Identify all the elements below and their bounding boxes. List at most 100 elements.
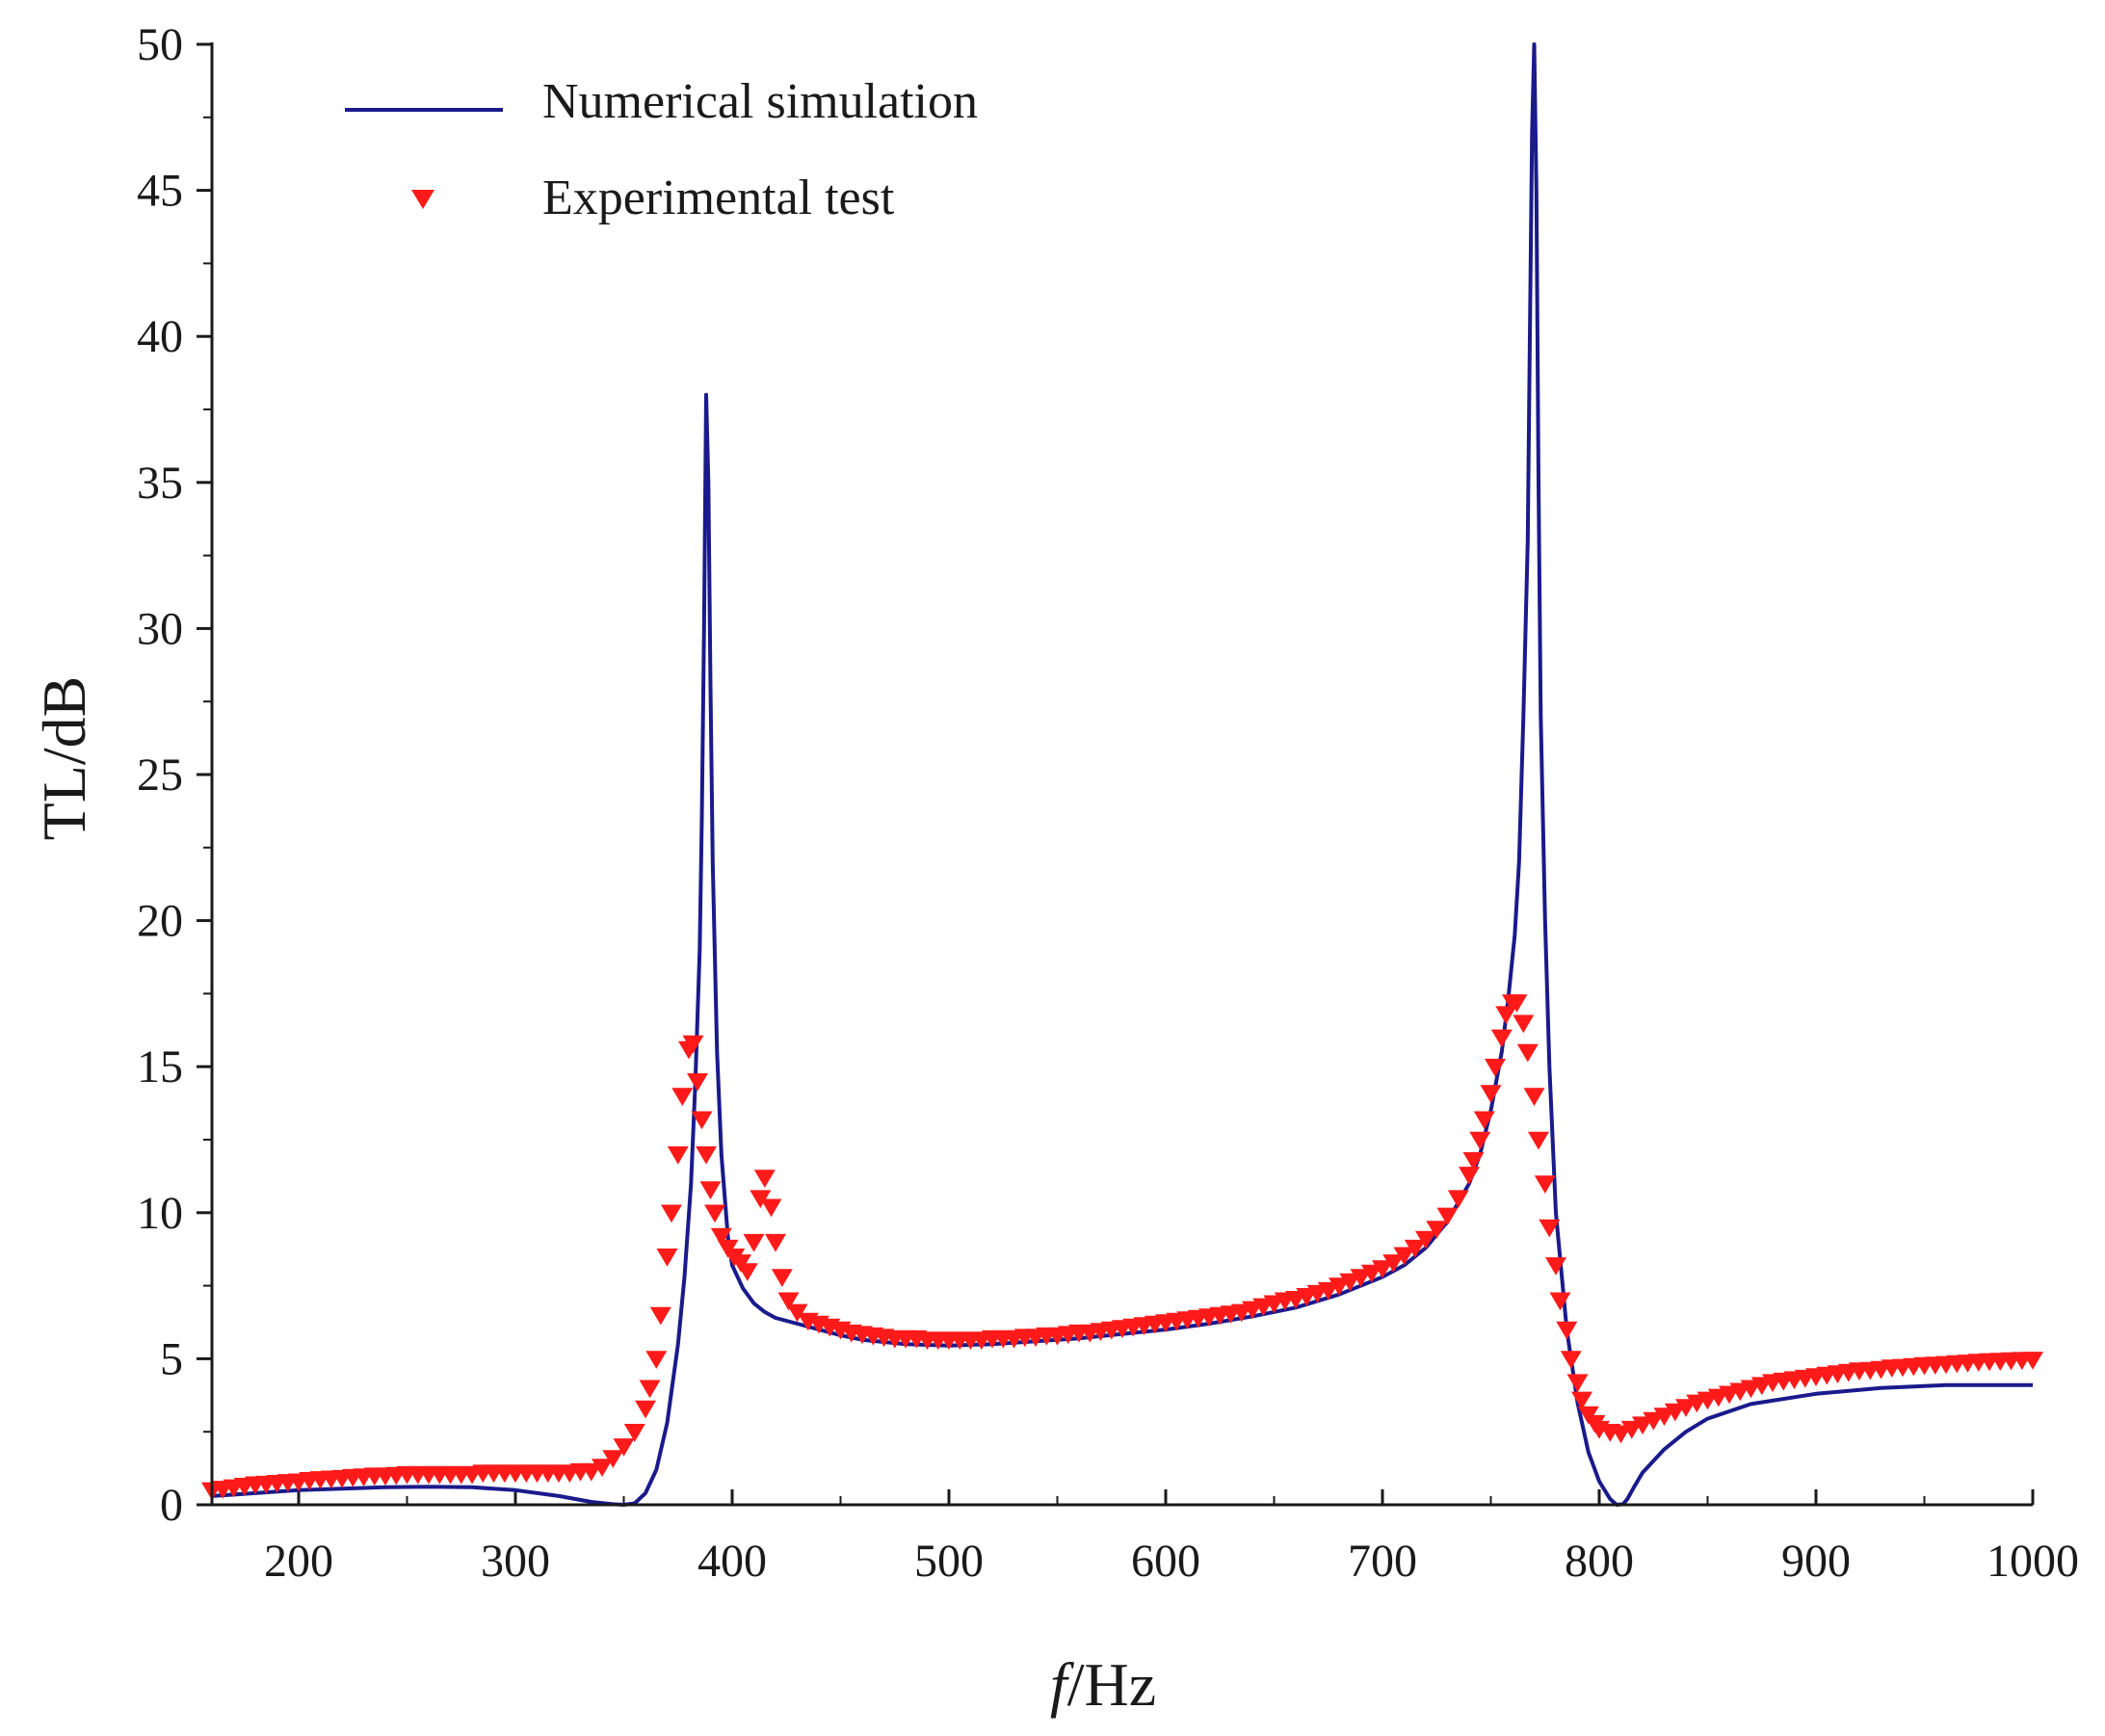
experiment-point xyxy=(1462,1152,1485,1170)
experiment-point xyxy=(667,1145,689,1165)
x-tick-label: 800 xyxy=(1565,1536,1634,1587)
experiment-point xyxy=(1523,1088,1545,1106)
experiment-point xyxy=(1560,1351,1582,1369)
experiment-point xyxy=(671,1088,694,1106)
experiment-point xyxy=(750,1190,772,1209)
experiment-point xyxy=(1632,1416,1653,1435)
y-tick-label: 5 xyxy=(160,1333,183,1384)
experiment-point xyxy=(1382,1254,1405,1273)
legend-experiment-marker xyxy=(411,190,434,209)
y-tick-label: 40 xyxy=(137,311,183,362)
experiment-point xyxy=(1473,1111,1495,1130)
y-tick-labels: 0 5 10 15 20 25 30 35 40 45 50 xyxy=(137,19,183,1531)
experiment-point xyxy=(699,1181,722,1199)
x-tick-label: 200 xyxy=(264,1536,333,1587)
experiment-point xyxy=(1643,1411,1665,1431)
experiment-point xyxy=(661,1204,682,1223)
experiment-point xyxy=(1372,1260,1393,1278)
experiment-point xyxy=(1549,1292,1571,1311)
simulation-line xyxy=(211,42,2033,1507)
legend: Numerical simulation Experimental test xyxy=(345,74,978,225)
tick-marks xyxy=(197,42,2035,1507)
experiment-point xyxy=(1513,1014,1535,1034)
experiment-point xyxy=(743,1233,765,1252)
x-tick-label: 900 xyxy=(1781,1536,1851,1587)
experiment-point xyxy=(623,1424,645,1442)
y-tick-label: 50 xyxy=(137,19,183,70)
experiment-point xyxy=(1436,1207,1459,1226)
y-tick-label: 35 xyxy=(137,458,183,509)
experiment-point xyxy=(1490,1029,1513,1048)
y-tick-label: 30 xyxy=(137,603,183,654)
experiment-point xyxy=(635,1400,656,1419)
y-tick-label: 15 xyxy=(137,1041,183,1092)
experiment-point xyxy=(696,1145,717,1165)
experiment-point xyxy=(1571,1391,1592,1410)
experiment-point xyxy=(649,1306,671,1326)
y-tick-label: 45 xyxy=(137,166,183,217)
experiment-point xyxy=(1426,1221,1448,1239)
x-axis-title: f/Hz xyxy=(1050,1650,1156,1719)
experiment-point xyxy=(1528,1131,1549,1150)
experiment-point xyxy=(1620,1420,1643,1439)
experiment-point xyxy=(1485,1059,1506,1077)
experiment-point xyxy=(602,1450,624,1468)
experiment-point xyxy=(1469,1131,1491,1150)
experiment-point xyxy=(1339,1273,1361,1292)
y-tick-label: 25 xyxy=(137,750,183,801)
experiment-point xyxy=(1675,1399,1697,1417)
experiment-point xyxy=(1404,1239,1426,1258)
x-tick-label: 300 xyxy=(481,1536,550,1587)
experiment-point xyxy=(1317,1281,1339,1301)
experiment-point xyxy=(1360,1264,1382,1283)
experiment-point xyxy=(710,1227,732,1247)
x-tick-labels: 200 300 400 500 600 700 800 900 1000 xyxy=(264,1536,2079,1587)
y-tick-label: 10 xyxy=(137,1188,183,1239)
experiment-point xyxy=(771,1269,793,1287)
experiment-point xyxy=(1393,1247,1415,1266)
x-tick-label: 1000 xyxy=(1987,1536,2079,1587)
experiment-point xyxy=(645,1351,668,1369)
experiment-point xyxy=(1653,1407,1675,1426)
experiment-point xyxy=(1495,1006,1517,1025)
experiment-point xyxy=(592,1459,613,1477)
experiment-point xyxy=(691,1111,713,1130)
experiment-point xyxy=(613,1438,635,1457)
experiment-point xyxy=(1556,1321,1578,1340)
experiment-point xyxy=(1534,1175,1556,1194)
experiment-point xyxy=(682,1035,704,1054)
experiment-point xyxy=(1566,1374,1589,1393)
experiment-point xyxy=(777,1292,800,1311)
x-tick-label: 700 xyxy=(1348,1536,1417,1587)
experiment-point xyxy=(1350,1269,1372,1287)
experiment-point xyxy=(1480,1085,1502,1103)
experiment-point xyxy=(639,1380,661,1399)
y-tick-label: 20 xyxy=(137,896,183,947)
experiment-point xyxy=(2022,1352,2043,1370)
experiment-point xyxy=(1447,1190,1469,1209)
legend-simulation-label: Numerical simulation xyxy=(542,74,978,129)
x-tick-label: 400 xyxy=(697,1536,767,1587)
experiment-point xyxy=(1516,1043,1539,1063)
y-axis-title: TL/dB xyxy=(30,676,98,841)
experiment-point xyxy=(736,1263,758,1281)
experiment-point xyxy=(765,1233,786,1252)
experimental-test-series xyxy=(201,994,2043,1501)
experiment-point xyxy=(687,1073,708,1092)
experiment-point xyxy=(656,1249,678,1267)
experiment-point xyxy=(1545,1257,1566,1276)
experiment-point xyxy=(1329,1277,1350,1296)
experiment-point xyxy=(1539,1219,1561,1238)
experiment-point xyxy=(1664,1403,1686,1422)
axes xyxy=(210,42,2033,1507)
experiment-point xyxy=(1415,1230,1436,1249)
x-tick-label: 600 xyxy=(1131,1536,1200,1587)
x-tick-label: 500 xyxy=(914,1536,984,1587)
experiment-point xyxy=(704,1204,725,1223)
experiment-point xyxy=(760,1198,782,1218)
experiment-point xyxy=(1506,994,1528,1013)
y-tick-label: 0 xyxy=(160,1480,183,1531)
legend-experiment-label: Experimental test xyxy=(542,171,895,225)
experiment-point xyxy=(1610,1425,1632,1444)
